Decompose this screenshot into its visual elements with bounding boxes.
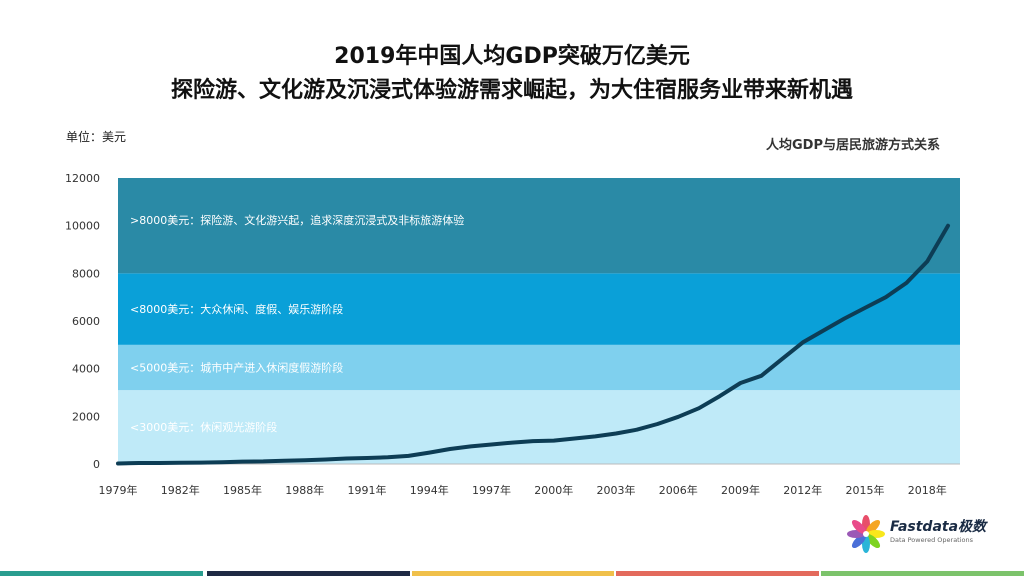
x-tick-label: 1997年 [472, 483, 511, 497]
x-tick-label: 1988年 [285, 483, 324, 497]
y-tick-label: 8000 [72, 267, 100, 280]
logo-name: Fastdata极数 [890, 519, 987, 535]
x-tick-label: 1979年 [99, 483, 138, 497]
chart-subtitle: 人均GDP与居民旅游方式关系 [766, 138, 940, 153]
y-tick-label: 10000 [65, 220, 100, 233]
y-tick-label: 4000 [72, 363, 100, 376]
x-tick-label: 1991年 [348, 483, 387, 497]
x-tick-label: 1994年 [410, 483, 449, 497]
bottom-bar-segment [206, 571, 410, 576]
band-1 [118, 344, 960, 391]
unit-label: 单位：美元 [66, 130, 127, 144]
bottom-bar-segment [616, 571, 820, 576]
band-label-0: <3000美元：休闲观光游阶段 [130, 420, 277, 434]
x-tick-label: 2015年 [846, 483, 885, 497]
band-3 [118, 178, 960, 274]
x-tick-label: 2006年 [659, 483, 698, 497]
y-tick-label: 12000 [65, 172, 100, 185]
band-label-2: <8000美元：大众休闲、度假、娱乐游阶段 [130, 302, 343, 316]
logo-tagline: Data Powered Operations [890, 536, 974, 544]
band-label-1: <5000美元：城市中产进入休闲度假游阶段 [130, 360, 343, 374]
x-tick-label: 2018年 [908, 483, 947, 497]
title-line-1: 2019年中国人均GDP突破万亿美元 [334, 44, 690, 69]
x-tick-label: 2009年 [721, 483, 760, 497]
flower-logo-icon [847, 515, 885, 553]
x-tick-label: 2003年 [597, 483, 636, 497]
y-tick-label: 2000 [72, 410, 100, 423]
band-0 [118, 390, 960, 464]
x-tick-label: 1982年 [161, 483, 200, 497]
bottom-bar-segment [821, 571, 1024, 576]
x-tick-label: 2012年 [783, 483, 822, 497]
x-tick-label: 1985年 [223, 483, 262, 497]
y-tick-label: 0 [93, 458, 100, 471]
fastdata-logo: Fastdata极数 Data Powered Operations [846, 514, 996, 554]
x-tick-label: 2000年 [534, 483, 573, 497]
band-label-3: >8000美元：探险游、文化游兴起，追求深度沉浸式及非标旅游体验 [130, 213, 464, 227]
title-line-2: 探险游、文化游及沉浸式体验游需求崛起，为大住宿服务业带来新机遇 [170, 78, 853, 103]
gdp-line [116, 223, 950, 466]
y-tick-label: 6000 [72, 315, 100, 328]
bottom-bar-segment [411, 571, 615, 576]
bottom-bar-segment [0, 571, 203, 576]
